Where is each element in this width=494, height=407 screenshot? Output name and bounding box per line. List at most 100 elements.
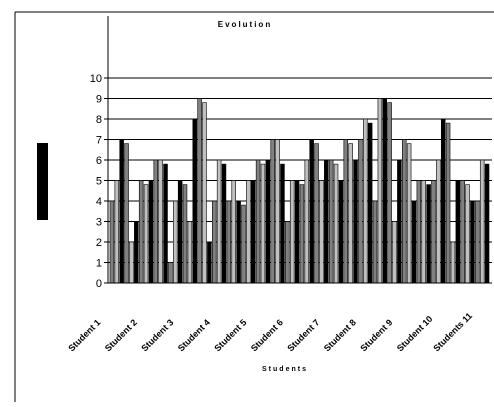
bar [177,180,183,284]
bar [265,159,271,284]
bar [343,139,349,284]
bar [285,221,290,284]
y-tick-label: 4 [96,196,102,208]
bar [353,159,358,284]
bar [289,180,295,284]
bar [363,118,368,284]
bar [382,98,387,284]
bar [319,180,324,284]
bar [304,159,310,284]
x-tick-label: Student 2 [103,317,139,353]
bar [324,159,329,284]
bar [309,139,314,284]
bar [392,221,397,284]
bar [148,180,154,284]
legend-marker [37,143,48,220]
bar [411,200,417,284]
bar [406,143,412,284]
bar [250,180,256,284]
bar [314,143,319,284]
x-tick-label: Student 7 [285,317,321,353]
bar [377,98,383,284]
bar [138,180,144,284]
x-tick-label: Student 9 [358,317,394,353]
bar [455,180,461,284]
y-tick-label: 7 [96,135,102,147]
bar [163,163,168,284]
bar [299,184,305,284]
bar [421,180,426,284]
bar [460,180,465,284]
bar [255,159,261,284]
x-tick-label: Students 11 [431,311,474,354]
bar [397,159,402,284]
bar [260,163,266,284]
bar [445,122,451,284]
bar [143,184,149,284]
bar [207,241,212,284]
bar [450,241,456,284]
y-tick-label: 5 [96,176,102,188]
bar [275,139,280,284]
y-tick-label: 2 [96,237,102,249]
y-tick-label: 3 [96,217,102,229]
y-tick-label: 9 [96,94,102,106]
bar [358,139,363,284]
chart-title: Evolution [217,20,273,29]
y-tick-label: 6 [96,155,102,167]
bar [226,200,232,284]
x-tick-label: Student 4 [176,317,212,353]
bar [465,184,470,284]
bar [470,200,475,284]
bar [114,180,120,284]
bar [109,200,115,284]
bar [294,180,300,284]
bar [402,139,407,284]
bar [241,204,246,284]
x-tick-label: Student 8 [322,317,358,353]
x-tick-labels: Student 1 Student 2 Student 3 Student 4 Stud… [66,311,474,354]
bar [416,180,422,284]
x-axis-label: Students [262,366,308,373]
bar [187,221,193,284]
bar [202,102,207,284]
bar [221,163,227,284]
bar [372,200,378,284]
bar [197,98,202,284]
bar [338,180,344,284]
y-tick-label: 1 [96,258,102,270]
bar [333,163,339,284]
axes [107,78,492,284]
x-tick-label: Student 6 [249,317,285,353]
bar [426,184,431,284]
bar [436,159,441,284]
bar [348,143,353,284]
bar [236,200,241,284]
bar [367,122,373,284]
y-tick-label: 10 [90,73,102,85]
bar [119,139,124,284]
x-tick-label: Student 3 [139,317,175,353]
bar [158,159,163,284]
bar [387,102,392,284]
x-tick-label: Student 5 [212,317,248,353]
bar [129,241,134,284]
bar [270,139,275,284]
x-tick-label: Student 10 [395,314,435,354]
y-tick-label: 0 [96,278,102,290]
bar [440,118,446,284]
bar [212,200,217,284]
bar [168,262,173,284]
bar [479,159,485,284]
x-tick-label: Student 1 [66,317,102,353]
bar [328,159,334,284]
bar [475,200,480,284]
bar [231,180,236,284]
y-tick-labels: 0 1 2 3 4 5 6 7 8 9 10 [90,73,102,290]
bar [153,159,159,284]
y-tick-label: 8 [96,114,102,126]
bar [280,163,285,284]
bar [124,143,129,284]
